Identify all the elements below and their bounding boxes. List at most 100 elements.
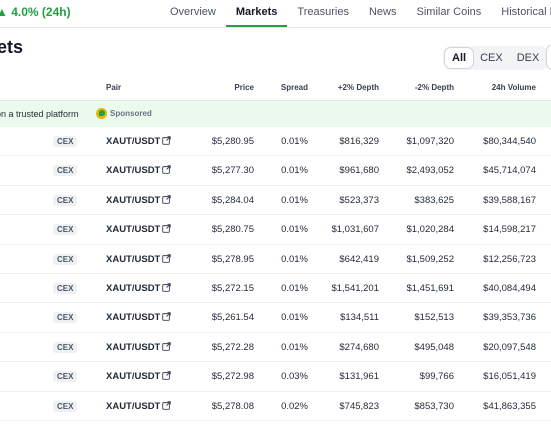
external-link-icon[interactable] bbox=[162, 224, 172, 233]
column-header-volume[interactable]: 24h Volume bbox=[491, 83, 536, 92]
pair-link[interactable]: XAUT/USDT bbox=[106, 341, 172, 353]
external-link-icon[interactable] bbox=[162, 253, 172, 263]
plus-depth-cell: $745,823 bbox=[339, 400, 379, 412]
volume-cell: $16,051,419 bbox=[483, 371, 536, 383]
exchange-type-badge: CEX bbox=[53, 194, 78, 206]
tab-historical-data[interactable]: Historical Data bbox=[501, 6, 551, 18]
filter-dex-button[interactable]: DEX bbox=[516, 52, 540, 64]
minus-depth-cell: $853,730 bbox=[414, 400, 454, 412]
table-row[interactable]: CEX XAUT/USDT $5,278.95 0.01% $642,419 $1,509… bbox=[0, 245, 551, 274]
minus-depth-cell: $1,097,320 bbox=[406, 136, 454, 147]
tab-markets[interactable]: Markets bbox=[225, 0, 288, 27]
price-cell: $5,278.95 bbox=[211, 253, 254, 265]
filter-all-button[interactable]: All bbox=[445, 48, 474, 68]
pair-link[interactable]: XAUT/USDT bbox=[106, 282, 172, 294]
pair-name[interactable]: XAUT/USDT bbox=[106, 312, 161, 324]
pair-name[interactable]: XAUT/USDT bbox=[106, 165, 161, 177]
pair-link[interactable]: XAUT/USDT bbox=[106, 194, 172, 206]
price-change-24h: ▲ 4.0% (24h) bbox=[0, 5, 71, 19]
price-cell: $5,280.95 bbox=[211, 136, 254, 147]
filter-cex-button[interactable]: CEX bbox=[480, 52, 503, 64]
plus-depth-cell: $816,329 bbox=[339, 136, 379, 147]
pair-name[interactable]: XAUT/USDT bbox=[106, 400, 161, 412]
plus-depth-cell: $131,961 bbox=[339, 371, 379, 383]
pair-name[interactable]: XAUT/USDT bbox=[106, 194, 161, 206]
spread-cell: 0.01% bbox=[281, 165, 308, 177]
external-link-icon[interactable] bbox=[162, 136, 172, 145]
column-header-spread[interactable]: Spread bbox=[280, 83, 308, 92]
external-link-icon[interactable] bbox=[162, 195, 172, 204]
pair-name[interactable]: XAUT/USDT bbox=[106, 371, 161, 383]
volume-cell: $80,344,540 bbox=[483, 136, 536, 147]
table-row[interactable]: CEX XAUT/USDT $5,272.28 0.01% $274,680 $495,0… bbox=[0, 333, 551, 363]
volume-cell: $12,256,723 bbox=[483, 253, 536, 265]
exchange-type-badge: CEX bbox=[53, 224, 78, 236]
volume-cell: $39,588,167 bbox=[483, 194, 536, 206]
table-row[interactable]: CEX XAUT/USDT $5,284.04 0.01% $523,373 $383,6… bbox=[0, 186, 551, 216]
table-body: CEX XAUT/USDT $5,280.95 0.01% $816,329 $1,097… bbox=[0, 127, 551, 421]
table-row[interactable]: CEX XAUT/USDT $5,272.98 0.03% $131,961 $99,76… bbox=[0, 362, 551, 392]
price-cell: $5,272.28 bbox=[211, 341, 254, 353]
plus-depth-cell: $134,511 bbox=[340, 312, 379, 324]
table-row[interactable]: CEX XAUT/USDT $5,261.54 0.01% $134,511 $152,5… bbox=[0, 303, 551, 333]
sponsored-row[interactable]: on a trusted platform Sponsored bbox=[0, 101, 551, 127]
pair-name[interactable]: XAUT/USDT bbox=[106, 136, 161, 147]
minus-depth-cell: $2,493,052 bbox=[406, 165, 454, 177]
pair-link[interactable]: XAUT/USDT bbox=[106, 312, 172, 324]
external-link-icon[interactable] bbox=[162, 371, 172, 380]
sponsored-label: Sponsored bbox=[110, 109, 152, 118]
price-cell: $5,278.08 bbox=[211, 400, 254, 412]
tab-news[interactable]: News bbox=[368, 6, 397, 18]
spread-cell: 0.01% bbox=[281, 253, 308, 265]
table-row[interactable]: CEX XAUT/USDT $5,277.30 0.01% $961,680 $2,493… bbox=[0, 156, 551, 186]
pair-link[interactable]: XAUT/USDT bbox=[106, 400, 172, 412]
pair-name[interactable]: XAUT/USDT bbox=[106, 282, 161, 294]
up-arrow-icon: ▲ bbox=[0, 5, 8, 19]
exchange-type-badge: CEX bbox=[53, 253, 78, 265]
exchange-type-filter: All CEX DEX bbox=[443, 46, 549, 70]
price-cell: $5,284.04 bbox=[211, 194, 254, 206]
volume-cell: $20,097,548 bbox=[483, 341, 536, 353]
volume-cell: $45,714,074 bbox=[483, 165, 536, 177]
exchange-type-badge: CEX bbox=[53, 371, 78, 383]
pair-name[interactable]: XAUT/USDT bbox=[106, 341, 161, 353]
spread-cell: 0.01% bbox=[281, 341, 308, 353]
spread-cell: 0.01% bbox=[281, 136, 308, 147]
table-header: Pair Price Spread +2% Depth -2% Depth 24… bbox=[0, 73, 551, 101]
minus-depth-cell: $152,513 bbox=[414, 312, 454, 324]
column-header-plus-depth[interactable]: +2% Depth bbox=[337, 83, 379, 92]
pair-link[interactable]: XAUT/USDT bbox=[106, 136, 172, 147]
plus-depth-cell: $961,680 bbox=[339, 165, 379, 177]
spread-cell: 0.01% bbox=[281, 224, 308, 236]
table-row[interactable]: CEX XAUT/USDT $5,280.95 0.01% $816,329 $1,097… bbox=[0, 127, 551, 157]
column-header-pair[interactable]: Pair bbox=[106, 83, 122, 92]
external-link-icon[interactable] bbox=[162, 165, 172, 175]
table-row[interactable]: CEX XAUT/USDT $5,278.08 0.02% $745,823 $853,7… bbox=[0, 392, 551, 421]
table-row[interactable]: CEX XAUT/USDT $5,272.15 0.01% $1,541,201 $1,4… bbox=[0, 274, 551, 304]
volume-cell: $14,598,217 bbox=[483, 224, 536, 236]
more-options-button[interactable] bbox=[546, 44, 551, 70]
external-link-icon[interactable] bbox=[162, 400, 172, 410]
pair-name[interactable]: XAUT/USDT bbox=[106, 253, 161, 265]
pair-link[interactable]: XAUT/USDT bbox=[106, 371, 172, 383]
external-link-icon[interactable] bbox=[162, 283, 172, 292]
page-title: ets bbox=[0, 37, 24, 57]
column-header-price[interactable]: Price bbox=[234, 83, 254, 92]
pair-name[interactable]: XAUT/USDT bbox=[106, 224, 161, 236]
external-link-icon[interactable] bbox=[162, 342, 172, 351]
minus-depth-cell: $1,020,284 bbox=[406, 224, 454, 236]
tab-overview[interactable]: Overview bbox=[170, 6, 216, 18]
exchange-type-badge: CEX bbox=[53, 312, 78, 324]
tab-treasuries[interactable]: Treasuries bbox=[297, 6, 349, 18]
external-link-icon[interactable] bbox=[162, 312, 172, 322]
sponsored-text: on a trusted platform bbox=[0, 109, 79, 119]
section-tabs: Overview Markets Treasuries News Similar… bbox=[160, 0, 551, 27]
sponsor-logo-icon bbox=[96, 108, 107, 119]
pair-link[interactable]: XAUT/USDT bbox=[106, 165, 172, 177]
spread-cell: 0.01% bbox=[281, 194, 308, 206]
column-header-minus-depth[interactable]: -2% Depth bbox=[414, 83, 454, 92]
pair-link[interactable]: XAUT/USDT bbox=[106, 253, 172, 265]
tab-similar-coins[interactable]: Similar Coins bbox=[416, 6, 482, 18]
table-row[interactable]: CEX XAUT/USDT $5,280.75 0.01% $1,031,607 $1,0… bbox=[0, 215, 551, 245]
pair-link[interactable]: XAUT/USDT bbox=[106, 224, 172, 236]
